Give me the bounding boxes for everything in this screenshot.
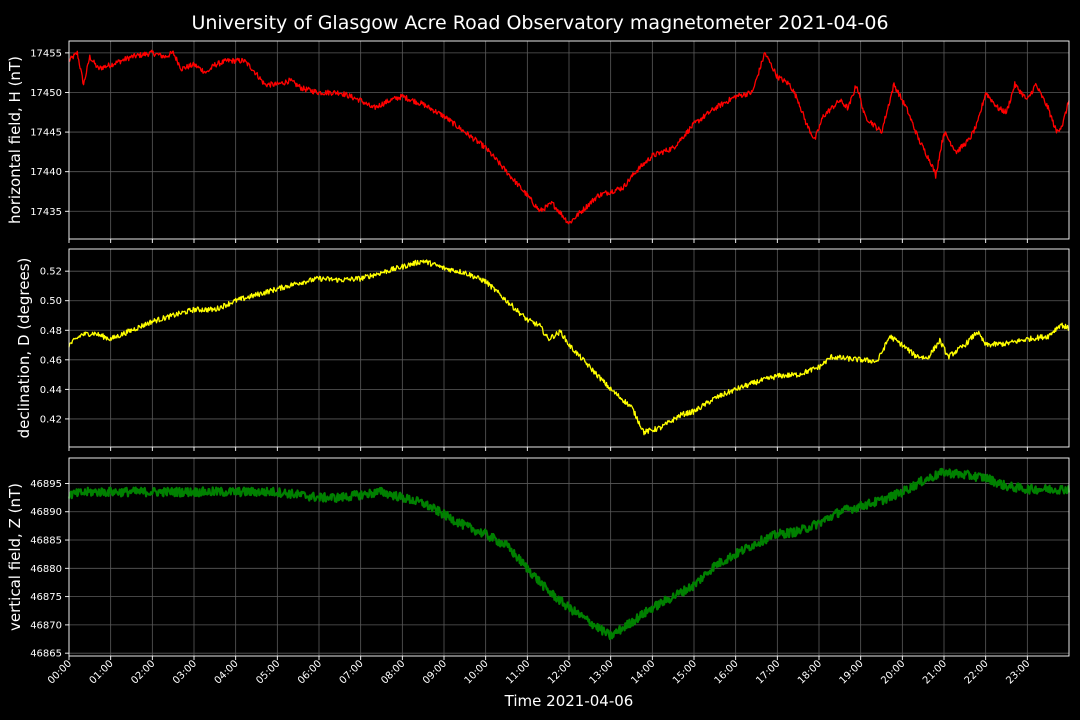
y-tick-label: 0.42 [40,414,62,425]
y-tick-label: 17440 [30,167,62,178]
series-line [68,259,1070,436]
y-tick-label: 0.46 [40,355,62,366]
y-axis-label: vertical field, Z (nT) [6,483,24,631]
y-tick-label: 46880 [30,564,62,575]
panel-vertical-field: 46865 46870 46875 46880 46885 46890 46895 verti… [6,457,1071,660]
y-tick-label: 17455 [30,48,62,59]
panel-frame [68,457,1070,657]
y-tick-label: 46870 [30,620,62,631]
y-axis-label: horizontal field, H (nT) [6,56,24,224]
y-tick-label: 17435 [30,207,62,218]
series-line [67,467,1071,641]
y-tick-label: 46895 [30,479,62,490]
panel-frame [68,248,1070,448]
panel-horizontal-field: 17435 17440 17445 17450 17455 horizontal fiel… [6,40,1070,243]
y-tick-label: 0.48 [40,326,62,337]
y-tick-label: 0.44 [40,385,62,396]
chart-title: University of Glasgow Acre Road Observat… [191,12,888,34]
y-axis-label: declination, D (degrees) [15,258,33,439]
y-tick-label: 46890 [30,507,62,518]
series-line [68,49,1070,225]
y-tick-label: 46885 [30,536,62,547]
panel-frame [68,40,1070,240]
x-axis-label: Time 2021-04-06 [504,692,634,710]
y-tick-label: 17450 [30,88,62,99]
panel-declination: 0.42 0.44 0.46 0.48 0.50 0.52 declination, D (… [15,248,1070,451]
y-tick-label: 46875 [30,592,62,603]
y-tick-label: 0.52 [40,267,62,278]
y-tick-label: 17445 [30,128,62,139]
y-tick-label: 0.50 [40,296,62,307]
y-tick-label: 46865 [30,649,62,660]
